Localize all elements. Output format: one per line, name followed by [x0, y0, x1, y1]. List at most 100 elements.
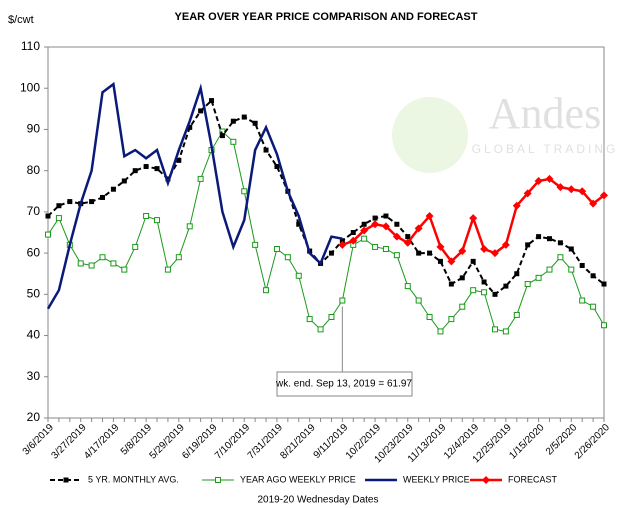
point — [523, 189, 532, 198]
point — [372, 243, 379, 250]
point — [437, 328, 444, 335]
point — [45, 231, 51, 238]
point — [361, 235, 368, 242]
legend-label: YEAR AGO WEEKLY PRICE — [240, 474, 356, 484]
point — [503, 283, 509, 289]
point — [534, 176, 543, 185]
watermark-tagline: GLOBAL TRADING — [472, 142, 618, 156]
chart-title: YEAR OVER YEAR PRICE COMPARISON AND FORE… — [175, 11, 478, 23]
point — [143, 213, 150, 220]
y-axis-label: $/cwt — [8, 14, 34, 26]
point — [230, 138, 237, 145]
point — [241, 188, 248, 195]
point — [361, 221, 367, 227]
point — [328, 314, 335, 321]
point — [568, 246, 574, 252]
point — [524, 281, 531, 288]
point — [458, 247, 467, 256]
point — [339, 238, 345, 244]
point — [501, 240, 510, 249]
point — [371, 220, 380, 229]
point — [448, 316, 455, 323]
point — [198, 108, 204, 114]
point — [121, 178, 127, 184]
point — [470, 258, 476, 264]
point — [447, 257, 456, 266]
point — [469, 214, 478, 223]
y-tick-label: 100 — [20, 80, 40, 94]
point — [490, 249, 499, 258]
point — [317, 326, 324, 333]
point — [426, 314, 433, 321]
point — [186, 223, 193, 230]
y-tick-label: 40 — [27, 328, 41, 342]
series-line — [46, 81, 343, 310]
point — [89, 199, 95, 205]
legend-entry: WEEKLY PRICE — [365, 474, 470, 484]
point — [338, 240, 347, 249]
legend-label: FORECAST — [508, 474, 558, 484]
point — [252, 120, 258, 126]
point — [459, 275, 465, 281]
point — [381, 222, 390, 231]
legend-marker — [482, 476, 490, 484]
point — [436, 242, 445, 251]
point — [448, 281, 454, 287]
annotation-text: wk. end. Sep 13, 2019 = 61.97 — [275, 379, 412, 390]
point — [546, 236, 552, 242]
legend-marker — [215, 477, 221, 483]
point — [154, 217, 161, 224]
point — [491, 326, 498, 333]
point — [263, 147, 269, 153]
point — [392, 232, 401, 241]
point — [121, 266, 128, 273]
point — [274, 164, 280, 170]
series-line — [47, 98, 605, 296]
point — [100, 194, 106, 200]
point — [383, 213, 389, 219]
series-line — [47, 130, 605, 333]
point — [578, 187, 587, 196]
point — [403, 238, 412, 247]
point — [164, 266, 171, 273]
point — [481, 279, 487, 285]
point — [219, 133, 225, 139]
point — [209, 98, 215, 104]
point — [556, 183, 565, 192]
point — [273, 245, 280, 252]
point — [110, 186, 116, 192]
point — [557, 254, 564, 261]
point — [393, 252, 400, 259]
point — [110, 260, 117, 267]
y-tick-label: 70 — [27, 204, 41, 218]
legend-entry: 5 YR. MONTHLY AVG. — [50, 474, 179, 484]
point — [99, 254, 106, 261]
legend-entry: YEAR AGO WEEKLY PRICE — [202, 474, 356, 484]
point — [567, 185, 576, 194]
point — [414, 224, 423, 233]
point — [360, 226, 369, 235]
x-tick-label: 1/15/2020 — [507, 422, 547, 462]
y-tick-label: 30 — [27, 369, 41, 383]
point — [525, 242, 531, 248]
point — [546, 266, 553, 273]
point — [535, 274, 542, 281]
point — [557, 240, 563, 246]
point — [176, 157, 182, 163]
point — [394, 221, 400, 227]
annotation-box — [276, 371, 413, 397]
point — [480, 244, 489, 253]
point — [579, 262, 585, 268]
point — [349, 236, 358, 245]
point — [252, 241, 259, 248]
point — [405, 234, 411, 240]
point — [56, 203, 62, 209]
x-tick-label: 4/17/2019 — [82, 422, 122, 462]
point — [77, 260, 84, 267]
watermark-logo — [392, 97, 468, 173]
point — [132, 168, 138, 174]
point — [601, 322, 607, 329]
point — [350, 230, 356, 235]
point — [67, 199, 73, 205]
